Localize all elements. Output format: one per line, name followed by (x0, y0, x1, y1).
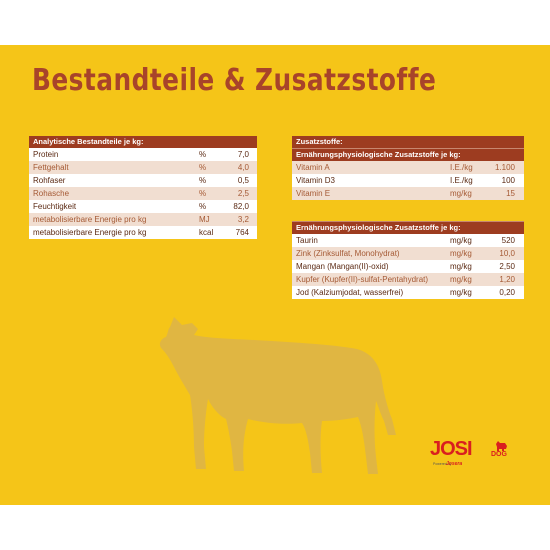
cow-silhouette-icon (159, 317, 396, 474)
row-label: Vitamin E (296, 189, 331, 198)
row-unit: mg/kg (450, 288, 472, 297)
table-row: Vitamin E mg/kg 15 (292, 187, 524, 200)
additives-header: Zusatzstoffe: (292, 136, 524, 148)
josidog-logo: JOSI DOG Powered by Josera (430, 438, 530, 478)
row-value: 520 (501, 236, 515, 245)
row-unit: mg/kg (450, 236, 472, 245)
page-title: Bestandteile & Zusatzstoffe (32, 63, 437, 98)
table-row: Rohfaser% 0,5 (29, 174, 257, 187)
row-value: 3,2 (237, 215, 249, 224)
row-value: 4,0 (237, 163, 249, 172)
additives-subheader: Ernährungsphysiologische Zusatzstoffe je… (292, 148, 524, 161)
row-label: Rohfaser (33, 176, 66, 185)
table-row: metabolisierbare Energie pro kg MJ 3,2 (29, 213, 257, 226)
row-unit: mg/kg (450, 249, 472, 258)
row-value: 2,5 (237, 189, 249, 198)
row-unit: % (199, 176, 207, 185)
row-unit: I.E./kg (450, 163, 473, 172)
table-row: Taurin mg/kg 520 (292, 234, 524, 247)
row-unit: kcal (199, 228, 214, 237)
row-label: Jod (Kalziumjodat, wasserfrei) (296, 288, 404, 297)
row-value: 82,0 (233, 202, 249, 211)
minerals-subheader: Ernährungsphysiologische Zusatzstoffe je… (292, 221, 524, 234)
row-unit: % (199, 189, 207, 198)
row-label: Vitamin D3 (296, 176, 335, 185)
table-row: Vitamin A I.E./kg 1.100 (292, 161, 524, 174)
row-label: Protein (33, 150, 59, 159)
row-value: 1,20 (499, 275, 515, 284)
minerals-table: Ernährungsphysiologische Zusatzstoffe je… (292, 221, 524, 299)
row-label: Vitamin A (296, 163, 330, 172)
yellow-panel: Bestandteile & Zusatzstoffe Analytische … (0, 45, 550, 505)
table-row: Protein% 7,0 (29, 148, 257, 161)
row-value: 2,50 (499, 262, 515, 271)
row-unit: % (199, 202, 207, 211)
table-row: Jod (Kalziumjodat, wasserfrei) mg/kg 0,20 (292, 286, 524, 299)
row-label: Mangan (Mangan(II)-oxid) (296, 262, 389, 271)
analytics-header: Analytische Bestandteile je kg: (29, 136, 257, 148)
row-value: 100 (501, 176, 515, 185)
row-value: 1.100 (494, 163, 515, 172)
row-label: Zink (Zinksulfat, Monohydrat) (296, 249, 400, 258)
row-label: Kupfer (Kupfer(II)-sulfat-Pentahydrat) (296, 275, 429, 284)
table-row: Kupfer (Kupfer(II)-sulfat-Pentahydrat) mg… (292, 273, 524, 286)
row-value: 0,5 (237, 176, 249, 185)
logo-wordmark: JOSI (430, 438, 473, 460)
row-value: 7,0 (237, 150, 249, 159)
table-row: Vitamin D3 I.E./kg 100 (292, 174, 524, 187)
row-unit: I.E./kg (450, 176, 473, 185)
additives-table: Zusatzstoffe: Ernährungsphysiologische Z… (292, 136, 524, 200)
table-row: Zink (Zinksulfat, Monohydrat) mg/kg 10,0 (292, 247, 524, 260)
logo-brand: Josera (446, 461, 463, 467)
row-unit: mg/kg (450, 262, 472, 271)
row-value: 15 (506, 189, 515, 198)
row-value: 764 (235, 228, 249, 237)
row-label: Fettgehalt (33, 163, 69, 172)
dog-icon (496, 441, 507, 451)
logo-sub: DOG (491, 451, 507, 458)
analytics-table: Analytische Bestandteile je kg: Protein%… (29, 136, 257, 239)
table-row: Feuchtigkeit% 82,0 (29, 200, 257, 213)
table-row: Mangan (Mangan(II)-oxid) mg/kg 2,50 (292, 260, 524, 273)
row-label: metabolisierbare Energie pro kg (33, 215, 147, 224)
row-label: metabolisierbare Energie pro kg (33, 228, 147, 237)
row-value: 10,0 (499, 249, 515, 258)
row-unit: MJ (199, 215, 210, 224)
row-unit: mg/kg (450, 275, 472, 284)
row-unit: % (199, 150, 207, 159)
row-unit: mg/kg (450, 189, 472, 198)
row-label: Rohasche (33, 189, 70, 198)
table-row: metabolisierbare Energie pro kg kcal 764 (29, 226, 257, 239)
row-label: Feuchtigkeit (33, 202, 77, 211)
logo-powered: Powered by (433, 462, 452, 466)
row-value: 0,20 (499, 288, 515, 297)
row-unit: % (199, 163, 207, 172)
table-row: Rohasche% 2,5 (29, 187, 257, 200)
row-label: Taurin (296, 236, 318, 245)
table-row: Fettgehalt% 4,0 (29, 161, 257, 174)
